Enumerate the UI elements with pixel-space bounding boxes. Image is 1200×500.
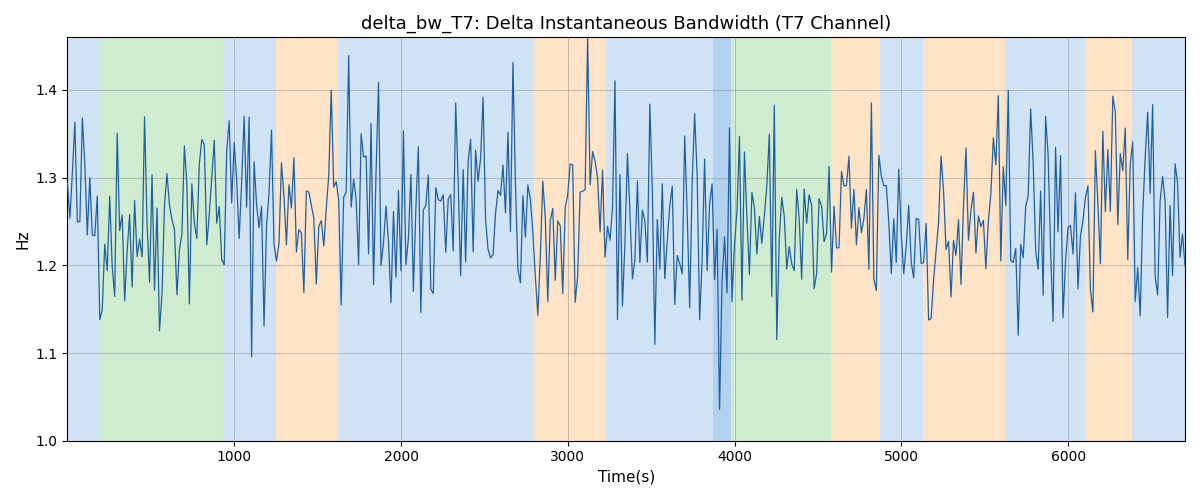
Bar (832, 38, 880, 440)
Bar (100, 38, 222, 440)
X-axis label: Time(s): Time(s) (598, 470, 655, 485)
Bar (731, 38, 832, 440)
Bar (880, 38, 923, 440)
Bar (67, 38, 100, 440)
Bar (1004, 38, 1085, 440)
Bar (1132, 38, 1186, 440)
Title: delta_bw_T7: Delta Instantaneous Bandwidth (T7 Channel): delta_bw_T7: Delta Instantaneous Bandwid… (361, 15, 892, 34)
Bar (1085, 38, 1132, 440)
Bar (276, 38, 337, 440)
Bar (337, 38, 534, 440)
Bar (534, 38, 606, 440)
Y-axis label: Hz: Hz (16, 230, 30, 249)
Bar (713, 38, 731, 440)
Bar (606, 38, 713, 440)
Bar (222, 38, 276, 440)
Bar (923, 38, 1004, 440)
